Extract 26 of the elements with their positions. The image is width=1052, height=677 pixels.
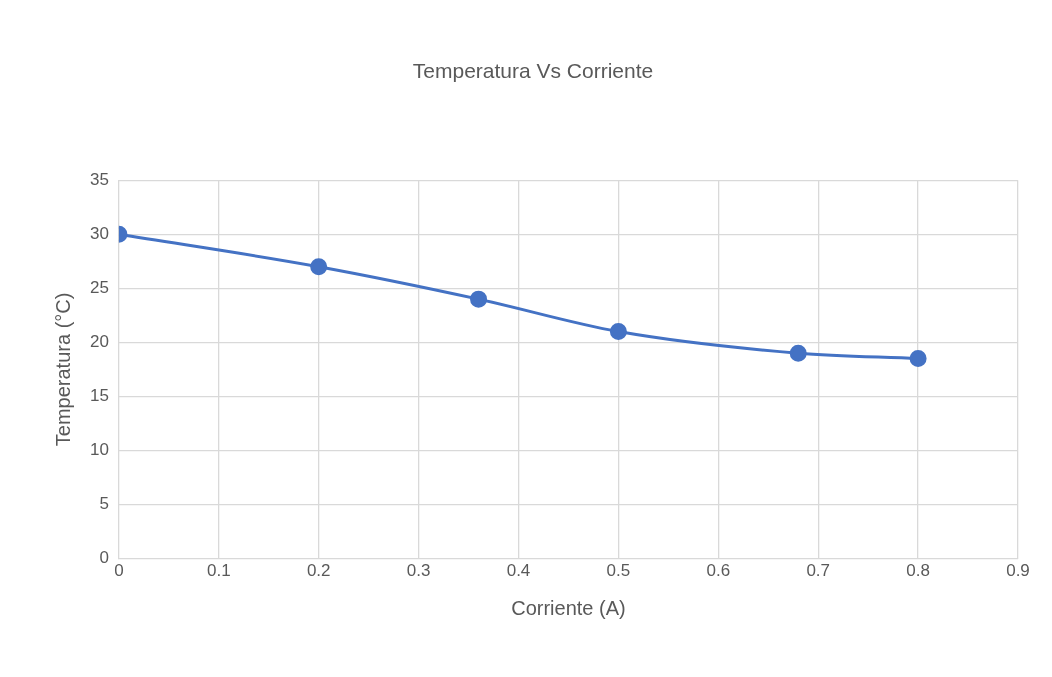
- point: [310, 258, 328, 276]
- y-axis-title: Temperatura (°C): [51, 292, 74, 447]
- point: [909, 350, 927, 368]
- y-tick-label: 30: [89, 223, 109, 243]
- y-tick-label: 35: [89, 169, 109, 189]
- x-tick-label: 0.1: [206, 561, 231, 581]
- chart-title: Temperatura Vs Corriente: [412, 59, 654, 83]
- x-tick-label: 0.8: [906, 561, 930, 581]
- x-tick-label: 0.7: [806, 561, 831, 581]
- x-tick-label: 0.5: [606, 561, 631, 581]
- x-tick-label: 0.3: [406, 561, 431, 581]
- point: [609, 323, 627, 341]
- x-tick-label: 0: [114, 561, 124, 581]
- x-axis-title: Corriente (A): [511, 596, 626, 619]
- y-tick-label: 20: [89, 332, 109, 352]
- y-tick-label: 25: [89, 278, 109, 297]
- y-tick-label: 10: [89, 440, 109, 460]
- y-tick-label: 0: [99, 548, 109, 568]
- y-tick-label: 15: [89, 386, 109, 406]
- x-tick-label: 0.6: [706, 561, 731, 581]
- y-tick-label: 5: [99, 494, 109, 514]
- point: [470, 290, 488, 308]
- x-tick-label: 0.9: [1006, 561, 1030, 581]
- x-tick-label: 0.2: [306, 561, 331, 581]
- point: [789, 344, 807, 362]
- x-tick-label: 0.4: [506, 561, 531, 581]
